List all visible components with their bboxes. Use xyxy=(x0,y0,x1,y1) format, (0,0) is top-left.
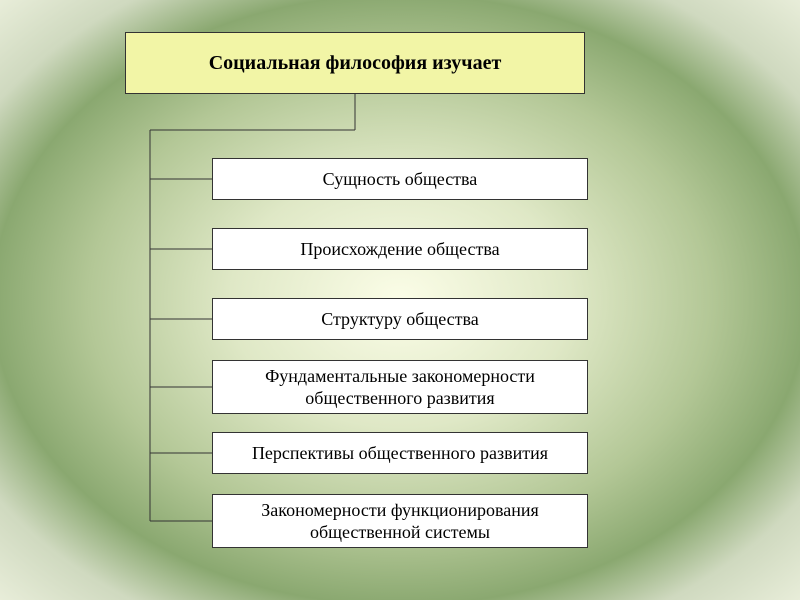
diagram-title-text: Социальная философия изучает xyxy=(209,52,502,75)
item-label: Происхождение общества xyxy=(300,238,499,261)
item-label: Фундаментальные закономерности обществен… xyxy=(219,365,581,410)
diagram-title: Социальная философия изучает xyxy=(125,32,585,94)
item-label: Сущность общества xyxy=(323,168,478,191)
item-box-4: Перспективы общественного развития xyxy=(212,432,588,474)
item-box-3: Фундаментальные закономерности обществен… xyxy=(212,360,588,414)
item-box-1: Происхождение общества xyxy=(212,228,588,270)
item-label: Закономерности функционирования обществе… xyxy=(219,499,581,544)
item-box-2: Структуру общества xyxy=(212,298,588,340)
item-label: Структуру общества xyxy=(321,308,479,331)
item-label: Перспективы общественного развития xyxy=(252,442,548,465)
item-box-5: Закономерности функционирования обществе… xyxy=(212,494,588,548)
item-box-0: Сущность общества xyxy=(212,158,588,200)
